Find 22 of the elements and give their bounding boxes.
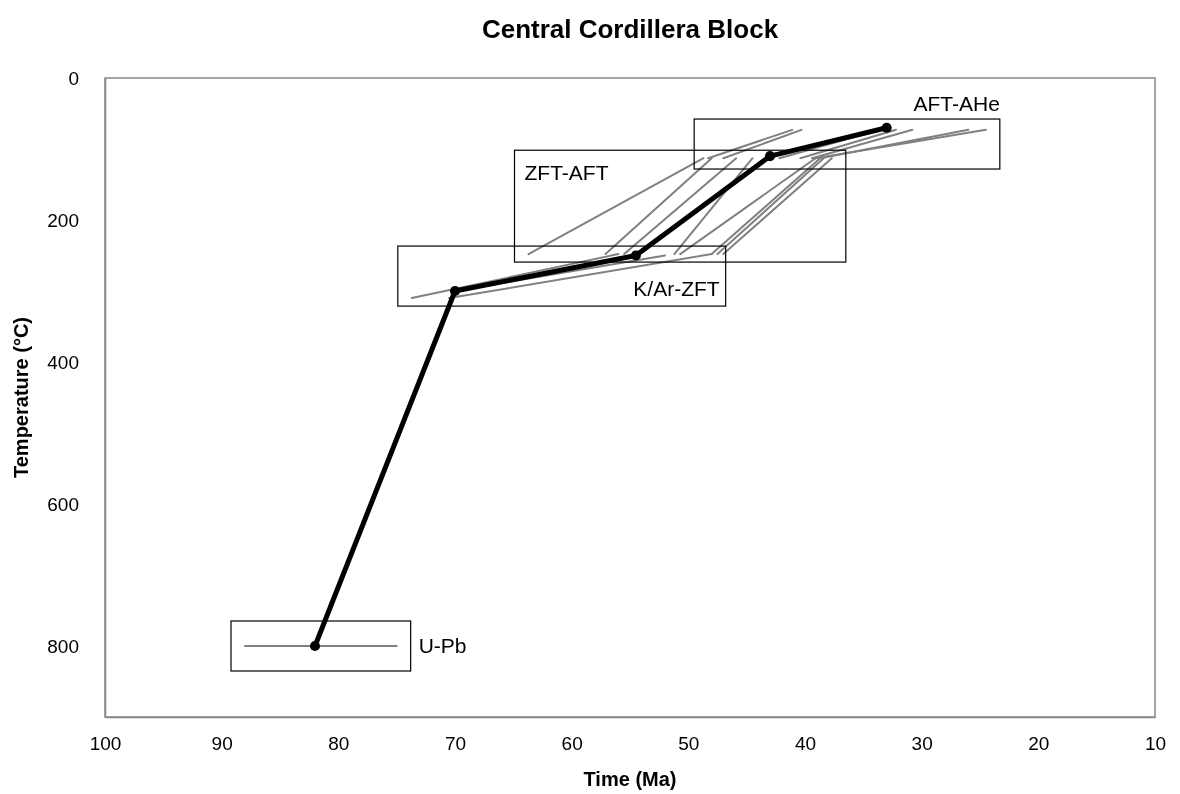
- x-tick-label: 90: [211, 733, 233, 755]
- x-tick-label: 30: [911, 733, 933, 755]
- y-tick-label: 0: [68, 67, 79, 89]
- y-tick-label: 600: [47, 493, 79, 515]
- annotation: ZFT-AFT: [524, 161, 609, 185]
- x-tick-label: 20: [1028, 733, 1050, 755]
- y-tick-label: 200: [47, 209, 79, 231]
- annotation: AFT-AHe: [913, 92, 1000, 116]
- y-axis-title: Temperature (°C): [10, 317, 32, 478]
- annotation: K/Ar-ZFT: [633, 277, 720, 301]
- x-axis-title: Time (Ma): [583, 768, 677, 790]
- x-tick-label: 50: [678, 733, 700, 755]
- x-tick-label: 40: [794, 733, 817, 755]
- y-tick-label: 800: [47, 635, 79, 657]
- x-tick-label: 60: [561, 733, 583, 755]
- x-tick-label: 100: [89, 733, 122, 755]
- x-tick-label: 70: [444, 733, 467, 755]
- x-tick-label: 80: [328, 733, 350, 755]
- x-tick-label: 10: [1144, 733, 1167, 755]
- y-tick-label: 400: [47, 351, 79, 373]
- chart-title: Central Cordillera Block: [481, 14, 779, 44]
- annotation: U-Pb: [418, 634, 467, 657]
